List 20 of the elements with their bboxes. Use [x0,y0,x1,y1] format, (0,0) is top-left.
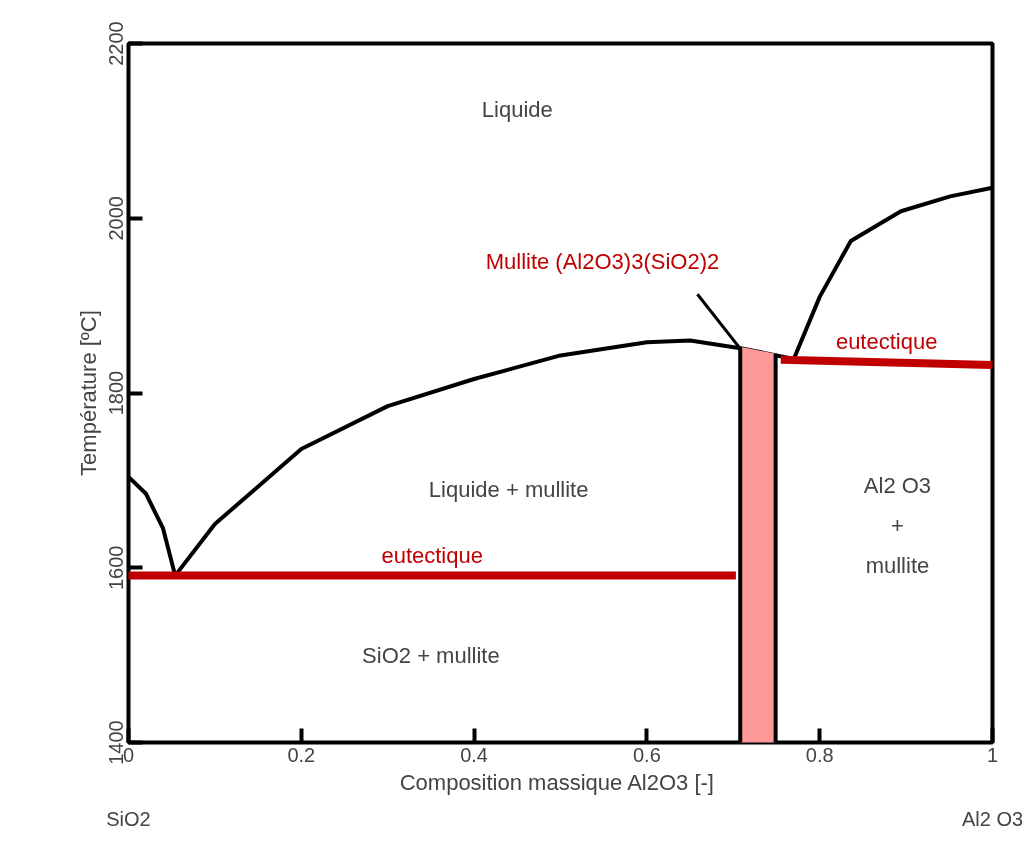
y-tick-label: 2200 [104,21,127,66]
annotation: SiO2 + mullite [362,642,500,668]
text: Al2 O3 [961,807,1024,830]
annotation: Mullite (Al2O3)3(SiO2)2 [485,249,720,275]
x-tick-label: 0.6 [633,743,661,766]
x-tick-label: 0.4 [460,743,489,766]
y-axis-title: Température [ºC] [75,310,101,476]
y-tick-label: 1600 [104,545,127,590]
y-tick-label: 1800 [104,370,127,416]
y-tick-label: 2000 [104,196,127,241]
annotation: Liquide [481,96,553,122]
text: SiO2 [106,807,151,830]
x-tick-label: 1 [986,743,999,766]
annotation: Al2 O3 + mullite [863,473,932,579]
series-label: eutectique [835,329,938,355]
x-tick-label: 0.8 [805,743,834,766]
x-tick-label: 0.2 [287,743,316,766]
series-label: eutectique [381,542,483,568]
x-axis-title: Composition massique Al2O3 [-] [399,769,714,795]
annotation: Liquide + mullite [428,476,589,502]
